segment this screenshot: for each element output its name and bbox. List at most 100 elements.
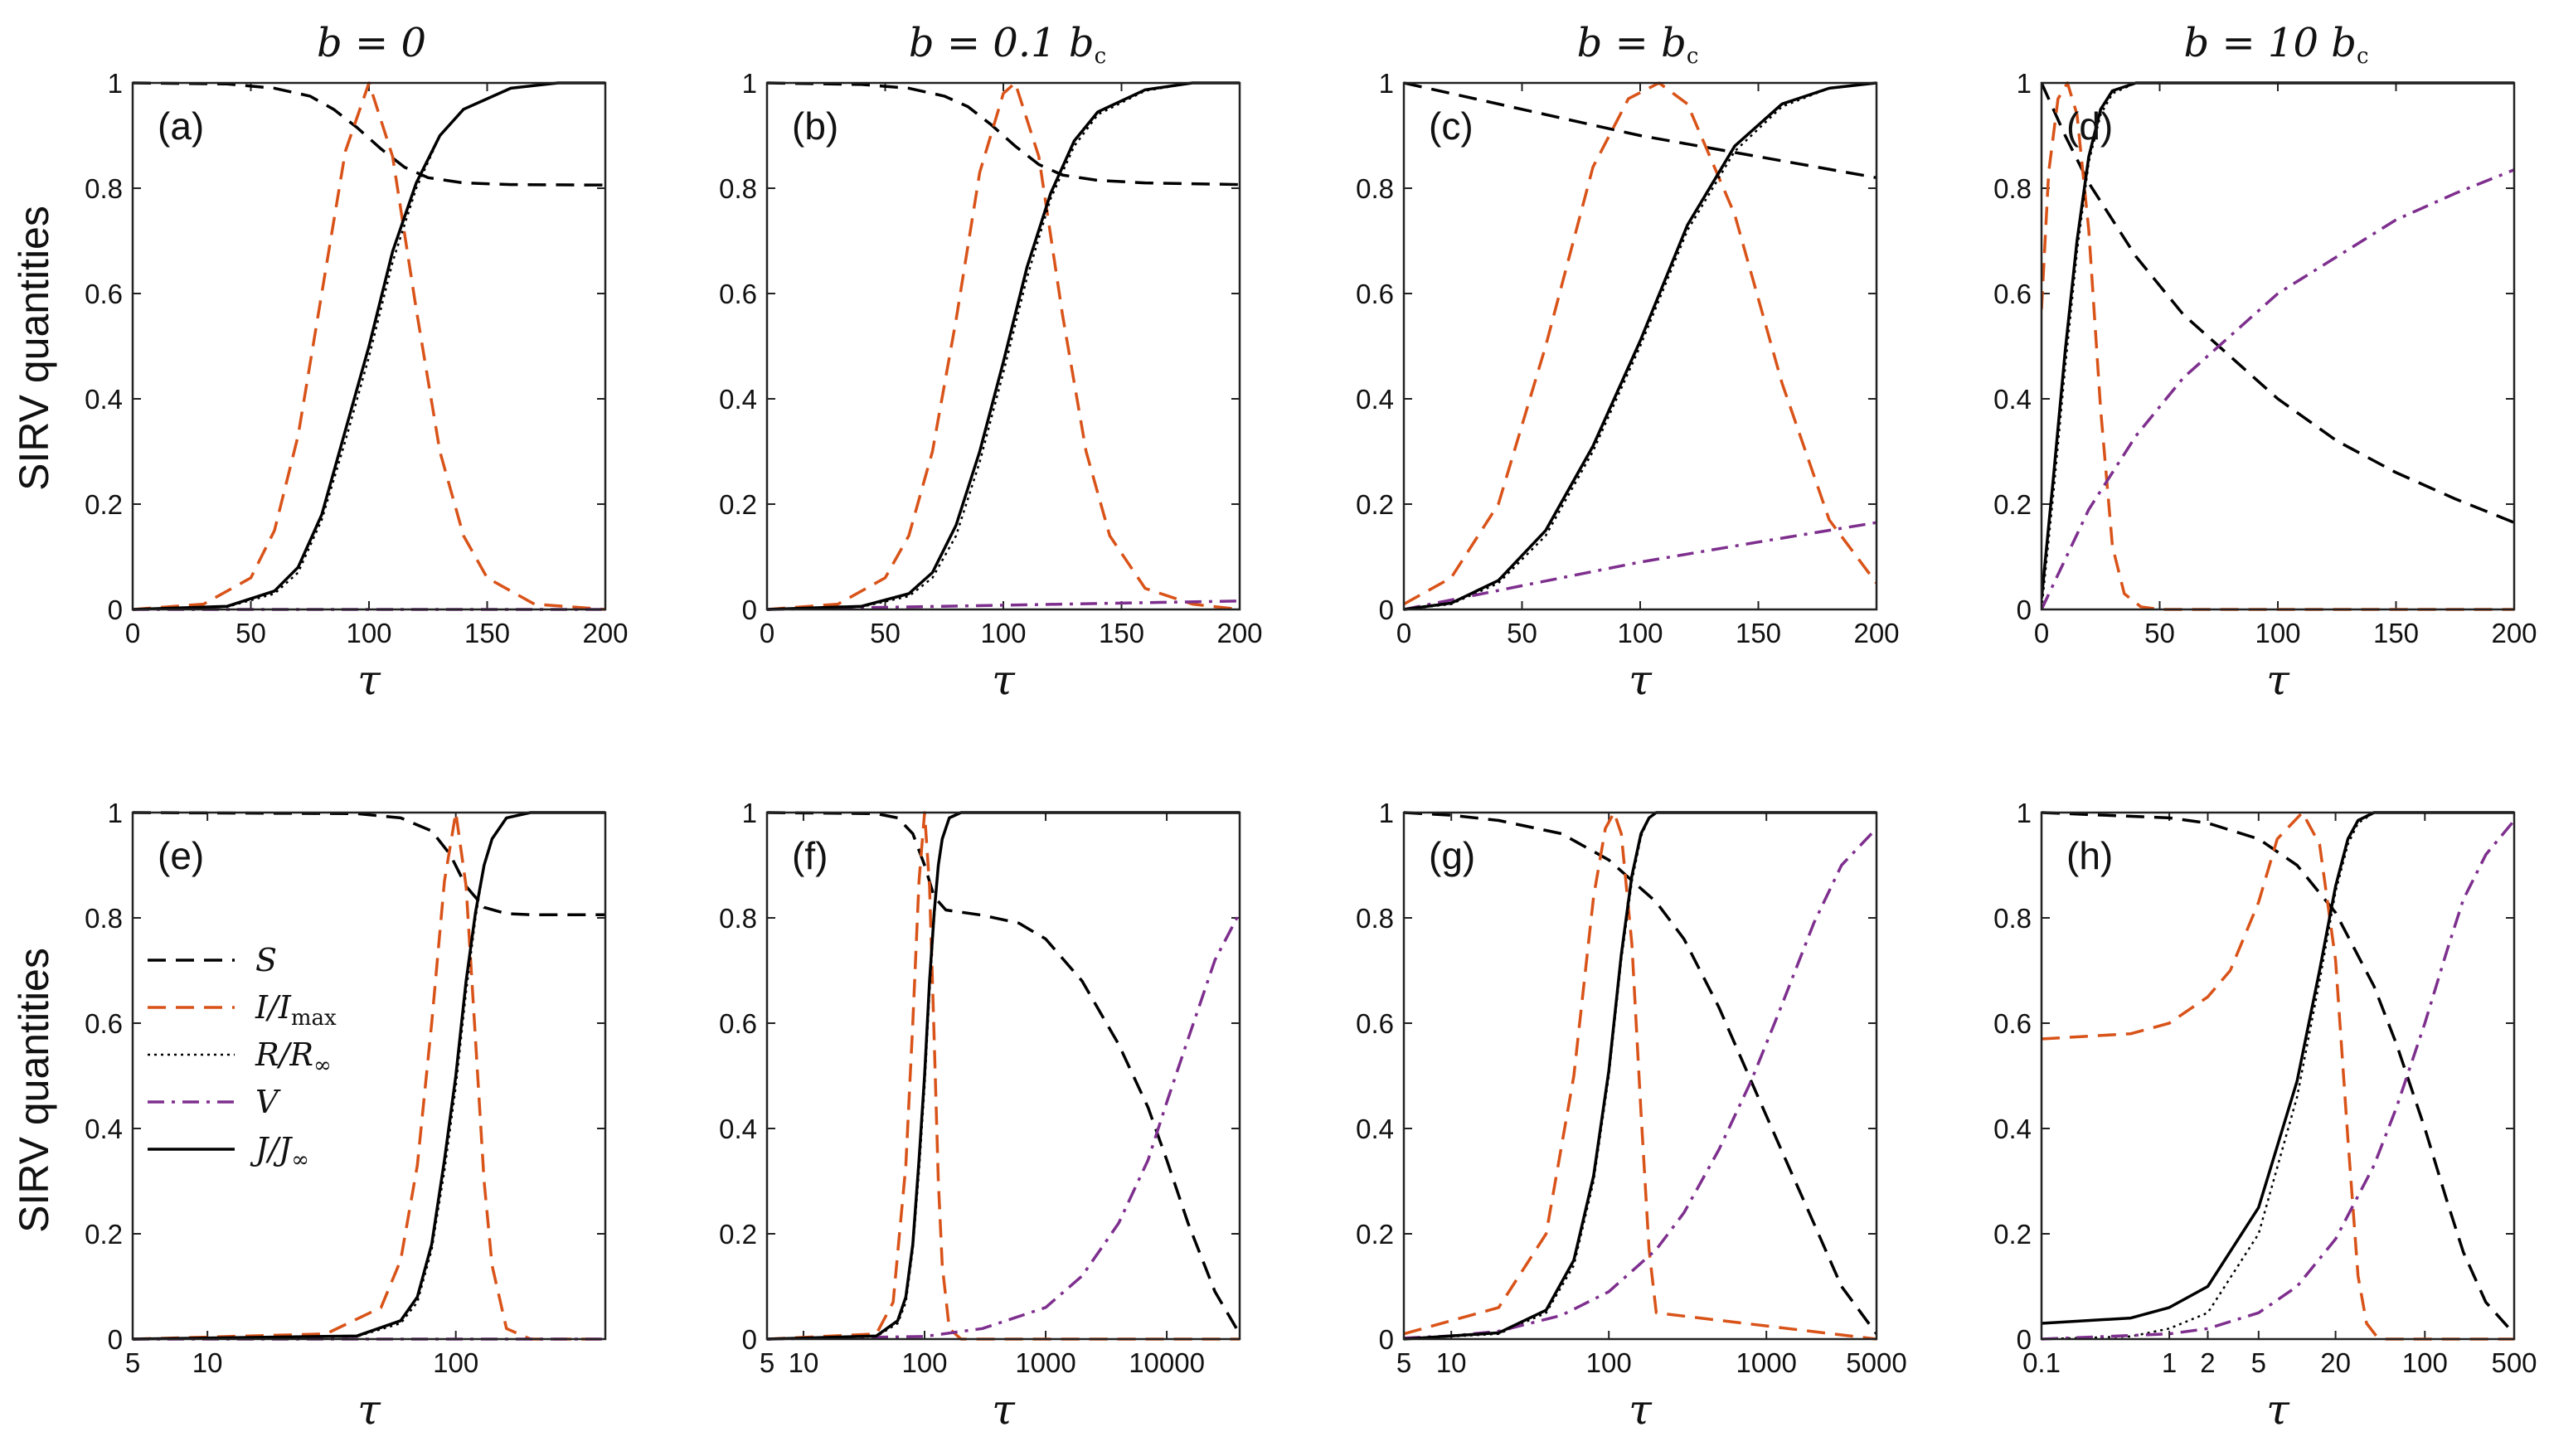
axes-frame	[1402, 811, 1878, 1341]
x-tick-label: 100	[1586, 1347, 1632, 1378]
y-tick-label: 0	[742, 1324, 757, 1355]
x-tick-label: 100	[433, 1347, 478, 1378]
y-tick-label: 0.8	[1993, 903, 2032, 934]
x-tick-label: 0	[2034, 618, 2049, 648]
panel-b: 0 50 100 150 200 0 0.2 0.4 0.6 0.8 1 (b) τ	[719, 68, 1262, 704]
legend-entry-V: V	[148, 1084, 281, 1120]
panel-label: (f)	[792, 834, 828, 877]
y-tick-label: 1	[2017, 798, 2032, 828]
series-I-line	[2042, 811, 2514, 1341]
y-tick-label: 1	[742, 798, 757, 828]
y-tick-label: 0	[2017, 1324, 2032, 1355]
legend-entry-J: J/J∞	[148, 1131, 309, 1172]
x-tick-label: 150	[1736, 618, 1781, 648]
x-tick-label: 10	[789, 1347, 819, 1378]
axes-frame	[765, 811, 1241, 1341]
y-tick-label: 0.8	[1356, 173, 1394, 204]
x-tick-label: 5	[760, 1347, 774, 1378]
x-tick-label: 200	[2491, 618, 2537, 648]
y-tick-label: 0.6	[85, 279, 123, 309]
series-S-line	[2042, 82, 2514, 524]
panel-label: (b)	[792, 104, 838, 148]
series-J-line	[2042, 811, 2514, 1325]
x-tick-label: 500	[2491, 1347, 2537, 1378]
y-tick-label: 1	[2017, 68, 2032, 99]
column-title: b = bc	[1577, 20, 1699, 69]
y-tick-label: 0	[108, 595, 123, 625]
y-tick-label: 0.4	[1356, 1114, 1394, 1144]
panel-label: (c)	[1429, 104, 1474, 148]
legend-label: S	[255, 942, 277, 978]
column-title: b = 10 bc	[2183, 20, 2368, 69]
x-tick-label: 10	[1436, 1347, 1467, 1378]
y-tick-label: 0	[2017, 595, 2032, 625]
y-tick-label: 0.8	[1993, 173, 2032, 204]
legend: S I/Imax R/R∞ V J/J∞	[148, 942, 337, 1172]
y-tick-label: 0.8	[85, 173, 123, 204]
x-tick-label: 100	[1617, 618, 1663, 648]
x-tick-label: 200	[1216, 618, 1262, 648]
legend-label: J/J∞	[250, 1131, 309, 1172]
x-tick-label: 1000	[1736, 1347, 1796, 1378]
y-tick-label: 0.2	[85, 1219, 123, 1250]
y-tick-label: 0.6	[719, 279, 757, 309]
axes-frame	[1402, 81, 1878, 611]
x-tick-label: 5000	[1846, 1347, 1906, 1378]
series-J-line	[767, 811, 1240, 1341]
x-tick-label: 0.1	[2022, 1347, 2061, 1378]
x-tick-label: 50	[2144, 618, 2175, 648]
series-R-line	[133, 811, 605, 1341]
x-tick-label: 100	[980, 618, 1026, 648]
y-tick-label: 0.2	[1356, 489, 1394, 520]
y-tick-label: 0.2	[1356, 1219, 1394, 1250]
panel-label: (h)	[2066, 834, 2113, 877]
x-tick-label: 100	[2402, 1347, 2448, 1378]
axes-frame	[131, 81, 607, 611]
series-S-line	[1404, 811, 1877, 1335]
series-R-line	[767, 811, 1240, 1341]
x-tick-label: 50	[235, 618, 266, 648]
y-tick-label: 0	[1379, 595, 1394, 625]
y-tick-label: 0.4	[1993, 1114, 2032, 1144]
x-tick-label: 150	[1099, 618, 1144, 648]
x-axis-label: τ	[1629, 1386, 1653, 1434]
x-axis-label: τ	[1629, 656, 1653, 704]
y-tick-label: 0.8	[85, 903, 123, 934]
x-tick-label: 150	[2373, 618, 2419, 648]
y-tick-label: 0.2	[719, 1219, 757, 1250]
series-J-line	[133, 811, 605, 1341]
y-tick-label: 1	[1379, 798, 1394, 828]
x-tick-label: 50	[870, 618, 901, 648]
x-tick-label: 100	[901, 1347, 947, 1378]
x-tick-label: 0	[760, 618, 774, 648]
panel-label: (d)	[2066, 104, 2113, 148]
y-tick-label: 1	[108, 68, 123, 99]
axes-frame	[765, 81, 1241, 611]
panel-d: 0 50 100 150 200 0 0.2 0.4 0.6 0.8 1 (d) τ	[1993, 68, 2537, 704]
y-tick-label: 0	[1379, 1324, 1394, 1355]
x-tick-label: 200	[1853, 618, 1899, 648]
series-R-line	[2042, 81, 2514, 610]
series-S-line	[767, 811, 1240, 1335]
y-tick-label: 0.4	[85, 384, 123, 415]
x-tick-label: 50	[1507, 618, 1537, 648]
panel-a: 0 50 100 150 200 0 0.2 0.4 0.6 0.8 1 (a) τ	[85, 68, 628, 704]
series-I-line	[2042, 81, 2514, 611]
series-J-line	[1404, 811, 1877, 1341]
y-tick-label: 0	[108, 1324, 123, 1355]
column-title: b = 0.1 bc	[909, 20, 1106, 69]
legend-entry-R: R/R∞	[148, 1036, 332, 1078]
y-axis-label: SIRV quantities	[11, 206, 57, 491]
axes-frame	[2040, 811, 2516, 1341]
x-tick-label: 1000	[1015, 1347, 1075, 1378]
panel-label: (a)	[158, 104, 204, 148]
y-tick-label: 1	[1379, 68, 1394, 99]
series-I-line	[1404, 81, 1877, 606]
series-I-line	[133, 811, 605, 1341]
series-J-line	[1404, 81, 1877, 611]
series-S-line	[1404, 81, 1877, 180]
series-J-line	[767, 81, 1240, 611]
x-axis-label: τ	[2266, 1386, 2290, 1434]
